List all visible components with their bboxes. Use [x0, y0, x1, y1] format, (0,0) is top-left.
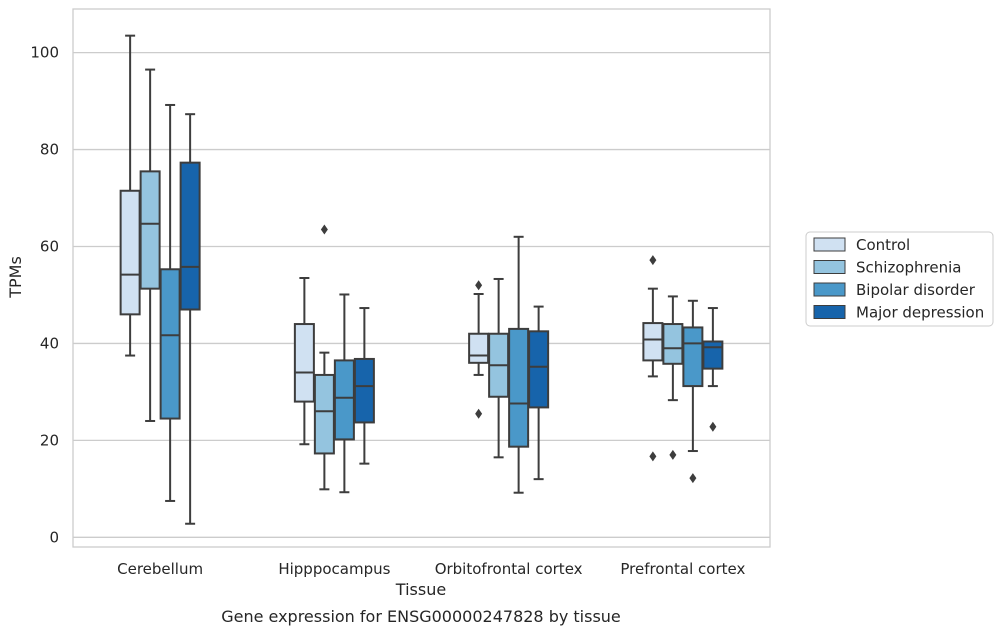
legend-label: Schizophrenia: [856, 259, 961, 277]
y-tick-label: 100: [30, 44, 59, 62]
x-tick-label: Cerebellum: [117, 560, 203, 578]
box-0-1: [139, 68, 161, 422]
box-body: [159, 268, 181, 420]
y-tick-label: 20: [40, 431, 59, 449]
outlier-marker: [475, 280, 483, 291]
x-tick-label: Hipppocampus: [278, 560, 390, 578]
outlier-marker: [669, 449, 677, 460]
legend-swatch: [813, 305, 846, 319]
outlier-marker: [709, 421, 717, 432]
plot-area-frame: [72, 8, 771, 548]
box-body: [333, 359, 355, 441]
box-body: [119, 189, 141, 316]
x-axis-title: Tissue: [395, 580, 446, 599]
box-body: [313, 373, 335, 455]
box-3-2: [682, 299, 704, 484]
box-2-3: [528, 305, 550, 481]
box-body: [702, 340, 724, 370]
box-3-3: [702, 307, 724, 432]
outlier-marker: [649, 451, 657, 462]
legend-label: Major depression: [856, 304, 984, 322]
y-tick-label: 0: [49, 528, 59, 546]
legend-swatch: [813, 260, 846, 274]
box-body: [508, 327, 530, 448]
box-1-0: [293, 277, 315, 446]
box-body: [682, 326, 704, 388]
box-body: [353, 357, 375, 424]
box-body: [139, 170, 161, 290]
y-axis-title: TPMs: [6, 256, 25, 299]
box-body: [179, 161, 201, 311]
y-tick-label: 60: [40, 237, 59, 255]
box-body: [528, 330, 550, 409]
box-1-3: [353, 307, 375, 465]
legend-label: Bipolar disorder: [856, 281, 976, 299]
outlier-marker: [649, 255, 657, 266]
box-3-1: [662, 295, 684, 460]
x-axis-ticks: Cerebellum Hipppocampus Orbitofrontal cort…: [117, 560, 745, 578]
box-body: [293, 323, 315, 403]
box-3-0: [642, 255, 664, 462]
box-body: [662, 323, 684, 365]
legend-label: Control: [856, 236, 910, 254]
box-2-2: [508, 235, 530, 494]
box-1-1: [313, 224, 335, 491]
box-0-3: [179, 113, 201, 525]
outlier-marker: [320, 224, 328, 235]
y-axis-ticks: 0 20 40 60 80 100: [30, 44, 59, 547]
box-0-2: [159, 103, 181, 502]
box-2-0: [468, 280, 490, 419]
y-tick-label: 80: [40, 141, 59, 159]
x-tick-label: Orbitofrontal cortex: [435, 560, 583, 578]
legend: Control Schizophrenia Bipolar disorder Majo…: [805, 231, 994, 327]
legend-frame: [805, 231, 994, 327]
box-body: [468, 332, 490, 364]
box-1-2: [333, 293, 355, 494]
box-2-1: [488, 277, 510, 459]
box-groups: [119, 34, 724, 525]
outlier-marker: [475, 408, 483, 419]
y-tick-label: 40: [40, 334, 59, 352]
box-body: [642, 322, 664, 362]
legend-swatch: [813, 282, 846, 297]
box-0-0: [119, 34, 141, 357]
outlier-marker: [689, 473, 697, 484]
legend-swatch: [813, 237, 846, 252]
x-tick-label: Prefrontal cortex: [620, 560, 745, 578]
chart-title: Gene expression for ENSG00000247828 by t…: [221, 607, 621, 626]
